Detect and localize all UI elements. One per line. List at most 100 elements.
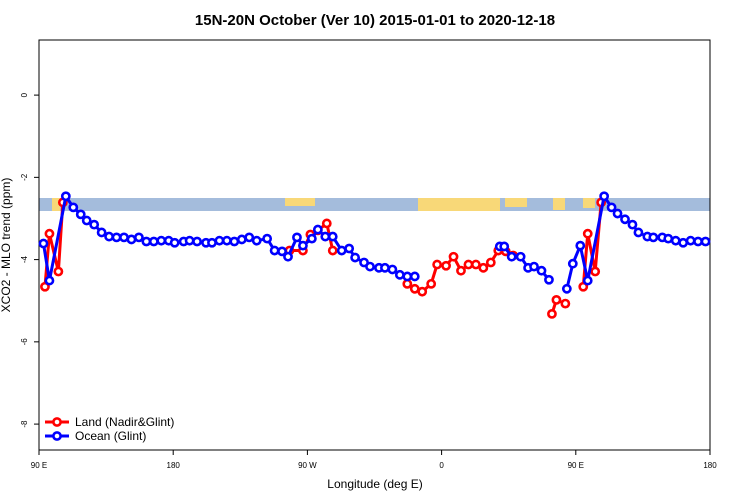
point	[536, 265, 547, 276]
point	[312, 224, 323, 235]
legend-marker	[52, 417, 62, 427]
point	[470, 259, 481, 270]
point	[417, 286, 428, 297]
point	[184, 235, 195, 246]
point	[432, 259, 443, 270]
point	[96, 227, 107, 238]
point	[547, 308, 557, 319]
point	[327, 231, 338, 242]
point	[214, 235, 225, 246]
point	[506, 251, 517, 262]
point	[283, 251, 293, 262]
point	[344, 243, 355, 254]
point	[298, 240, 308, 251]
point	[104, 231, 114, 242]
point	[320, 231, 331, 242]
point	[40, 281, 50, 292]
point	[402, 271, 413, 282]
point	[544, 274, 554, 285]
point	[409, 271, 420, 282]
point	[463, 259, 474, 270]
point	[169, 237, 180, 248]
point	[134, 232, 144, 243]
x-tick-label: 180	[703, 461, 717, 470]
x-tick-label: 90 E	[31, 461, 47, 470]
point	[700, 236, 711, 247]
point	[207, 237, 217, 248]
point	[693, 236, 703, 247]
point	[44, 275, 55, 286]
point	[499, 241, 510, 252]
plot-frame	[38, 39, 711, 451]
point	[426, 278, 437, 289]
point	[606, 202, 617, 213]
point	[380, 262, 390, 273]
point	[685, 235, 696, 246]
point	[670, 235, 681, 246]
point	[551, 294, 562, 305]
point	[394, 269, 405, 280]
point	[575, 240, 586, 251]
x-axis-label: Longitude (deg E)	[327, 477, 422, 491]
point	[448, 251, 459, 262]
point	[292, 232, 302, 243]
point	[678, 237, 689, 248]
point	[251, 235, 262, 246]
map-band	[39, 198, 710, 211]
point	[44, 228, 55, 239]
legend-marker	[52, 431, 62, 441]
point	[633, 227, 644, 238]
point	[612, 208, 623, 219]
y-tick-label: -6	[20, 338, 29, 346]
point	[336, 245, 347, 256]
point	[387, 264, 398, 275]
point	[456, 265, 466, 276]
point	[60, 191, 71, 202]
point	[68, 202, 79, 213]
point	[627, 219, 638, 230]
y-tick-label: -8	[20, 420, 29, 428]
point	[236, 234, 247, 245]
point	[277, 246, 287, 257]
point	[148, 236, 159, 247]
point	[560, 298, 571, 309]
point	[221, 235, 232, 246]
point	[663, 233, 674, 244]
point	[409, 283, 420, 294]
x-tick-label: 0	[439, 461, 444, 470]
point	[89, 219, 100, 230]
point	[515, 251, 526, 262]
point	[561, 283, 572, 294]
y-tick-label: -4	[20, 255, 29, 263]
point	[327, 245, 338, 256]
point	[75, 209, 86, 220]
point	[119, 232, 129, 243]
point	[321, 218, 332, 229]
legend-label: Ocean (Glint)	[75, 429, 146, 443]
point	[141, 236, 152, 247]
point	[485, 257, 496, 268]
point	[365, 261, 375, 272]
point	[529, 261, 539, 272]
point	[156, 235, 167, 246]
point	[582, 228, 593, 239]
point	[350, 252, 361, 263]
chart-title: 15N-20N October (Ver 10) 2015-01-01 to 2…	[195, 12, 555, 29]
point	[111, 232, 122, 243]
y-axis-label: XCO2 - MLO trend (ppm)	[0, 178, 13, 313]
legend-label: Land (Nadir&Glint)	[75, 415, 174, 429]
point	[620, 214, 630, 225]
point	[269, 245, 280, 256]
point	[262, 233, 273, 244]
x-tick-label: 90 W	[298, 461, 317, 470]
point	[599, 191, 610, 202]
point	[590, 266, 601, 277]
point	[38, 238, 49, 249]
point	[478, 262, 489, 273]
point	[229, 236, 240, 247]
point	[306, 233, 317, 244]
point	[53, 266, 64, 277]
y-tick-label: 0	[20, 92, 29, 97]
point	[244, 232, 255, 243]
